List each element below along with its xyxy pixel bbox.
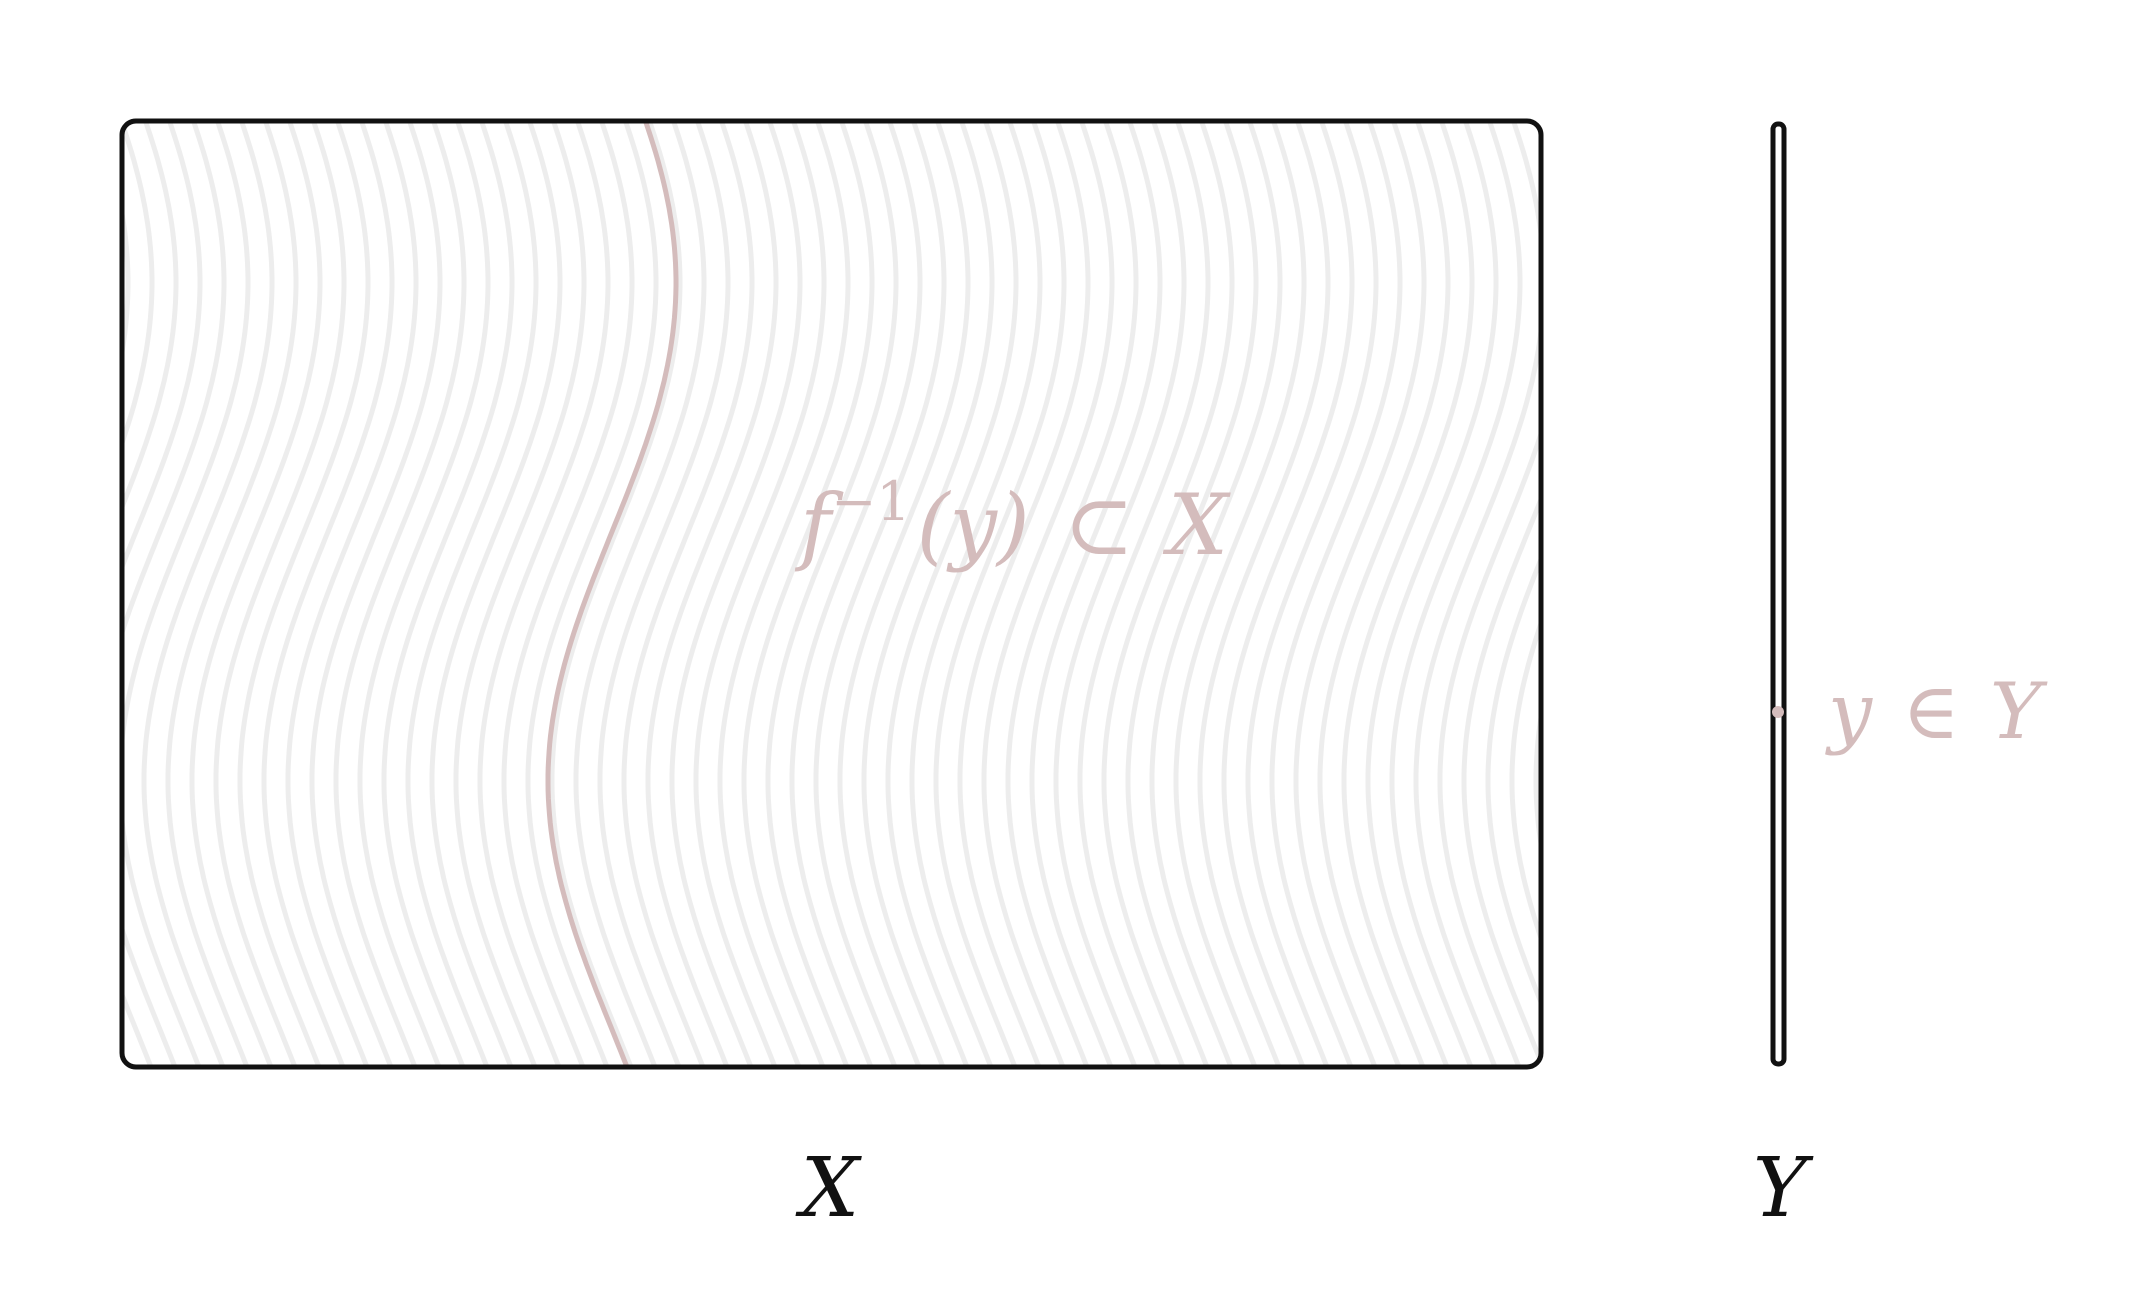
fiber-line	[1560, 121, 1688, 1067]
fiber-line	[333, 121, 467, 1067]
fiber-line	[765, 121, 899, 1067]
space-x	[0, 118, 1688, 1070]
fiber-line	[1221, 121, 1355, 1067]
fiber-line	[597, 121, 731, 1067]
fiber-line	[813, 121, 947, 1067]
fiber-line	[1077, 121, 1211, 1067]
fiber-line	[885, 121, 1019, 1067]
fiber-line	[1053, 121, 1187, 1067]
fiber-line	[1293, 121, 1427, 1067]
fiber-line	[1365, 121, 1499, 1067]
fiber-line	[1149, 121, 1283, 1067]
fiber-line	[237, 121, 371, 1067]
fiber-line	[525, 121, 659, 1067]
fiber-line	[693, 121, 827, 1067]
fiber-line	[1005, 121, 1139, 1067]
space-y-label: Y	[1753, 1141, 1814, 1236]
fiber-line	[122, 121, 251, 1067]
fiber-line	[309, 121, 443, 1067]
fiber-line	[1317, 121, 1451, 1067]
fiber-line	[261, 121, 395, 1067]
fiber-line	[1029, 121, 1163, 1067]
fiber-line	[1389, 121, 1523, 1067]
space-y-bar	[1770, 121, 1787, 1067]
fiber-line	[453, 121, 587, 1067]
fiber-line	[357, 121, 491, 1067]
fiber-line	[621, 121, 755, 1067]
fiber-label: f−1(y) ⊂ X	[794, 470, 1231, 574]
fiber-line	[645, 121, 779, 1067]
fiber-line	[1413, 121, 1541, 1067]
fiber-line	[122, 121, 131, 1067]
point-label: y ∈ Y	[1825, 667, 2048, 757]
point-label-y: y	[1825, 667, 1873, 757]
fiber-line	[122, 121, 203, 1067]
fiber-line	[957, 121, 1091, 1067]
fiber-line	[1125, 121, 1259, 1067]
fiber-line	[669, 121, 803, 1067]
fiber-line	[122, 121, 179, 1067]
fiber-line	[1485, 121, 1541, 1067]
fiber-line	[909, 121, 1043, 1067]
fiber-lines	[0, 121, 1688, 1067]
point-label-in: ∈	[1902, 667, 1960, 757]
fiber-label-space: X	[1162, 476, 1231, 574]
fiber-line	[429, 121, 563, 1067]
fiber-line	[1341, 121, 1475, 1067]
fiber-line	[717, 121, 851, 1067]
fiber-line	[1509, 121, 1541, 1067]
space-x-label: X	[795, 1141, 863, 1236]
fiber-label-exponent: −1	[831, 470, 911, 533]
fiber-line	[213, 121, 347, 1067]
fiber-label-subset: ⊂	[1064, 476, 1134, 574]
fiber-line	[981, 121, 1115, 1067]
fiber-line	[0, 121, 104, 1067]
fiber-line	[1101, 121, 1235, 1067]
fiber-line	[1437, 121, 1541, 1067]
point-y-marker	[1772, 706, 1784, 718]
space-x-frame	[119, 118, 1544, 1070]
fiber-line	[122, 121, 155, 1067]
fiber-line	[381, 121, 515, 1067]
fiber-line	[789, 121, 923, 1067]
fiber-line	[1269, 121, 1403, 1067]
fiber-line	[165, 121, 299, 1067]
fiber-line	[405, 121, 539, 1067]
point-label-space: Y	[1990, 667, 2048, 757]
fiber-label-argument: (y)	[917, 476, 1030, 574]
space-y	[1770, 121, 1787, 1067]
fiber-line	[501, 121, 635, 1067]
fiber-line	[861, 121, 995, 1067]
fiber-line	[141, 121, 275, 1067]
highlighted-fiber	[545, 121, 679, 1067]
fiber-line	[1533, 121, 1541, 1067]
fiber-line	[122, 121, 227, 1067]
fiber-line	[741, 121, 875, 1067]
fiber-line	[1173, 121, 1307, 1067]
fiber-line	[189, 121, 323, 1067]
fiber-line	[285, 121, 419, 1067]
fiber-line	[933, 121, 1067, 1067]
fiber-line	[1461, 121, 1541, 1067]
fiber-line	[549, 121, 683, 1067]
fiber-line	[573, 121, 707, 1067]
fiber-line	[837, 121, 971, 1067]
fiber-line	[1245, 121, 1379, 1067]
fiber-line	[477, 121, 611, 1067]
fiber-line	[1197, 121, 1331, 1067]
